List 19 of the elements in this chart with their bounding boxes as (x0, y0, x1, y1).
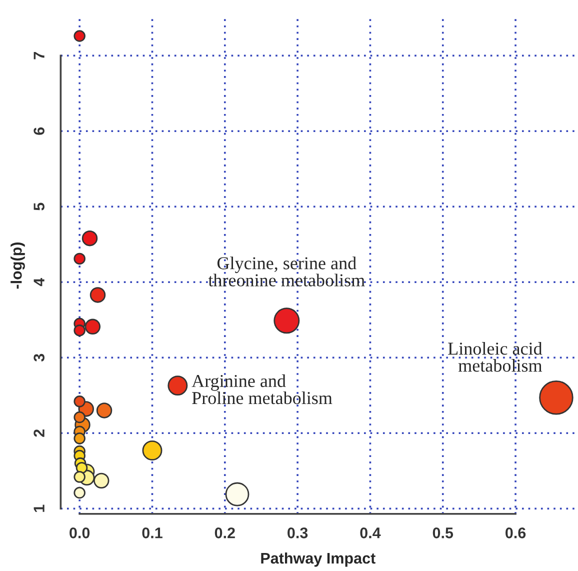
y-tick-label: 3 (34, 354, 44, 362)
x-tick-label: 0.1 (142, 528, 162, 538)
x-tick-label: 0.6 (506, 528, 526, 538)
annotation: Glycine, serine and threonine metabolism (208, 256, 365, 286)
x-tick-label: 0.4 (360, 528, 381, 538)
y-tick-label: 7 (34, 52, 44, 60)
y-tick-label: 4 (34, 278, 44, 286)
x-tick-label: 0.0 (70, 528, 90, 538)
x-axis-title: Pathway Impact (261, 552, 376, 567)
y-tick-label: 1 (34, 504, 44, 512)
y-tick-label: 5 (34, 202, 44, 210)
y-tick-label: 2 (34, 429, 44, 437)
y-tick-label: 6 (34, 127, 44, 135)
x-tick-label: 0.3 (288, 528, 308, 538)
y-axis-title: -log(p) (10, 242, 25, 289)
x-tick-label: 0.5 (432, 528, 454, 538)
annotation: Arginine and Proline metabolism (192, 374, 332, 404)
x-tick-label: 0.2 (214, 528, 235, 538)
annotation: Linoleic acid metabolism (448, 342, 542, 372)
